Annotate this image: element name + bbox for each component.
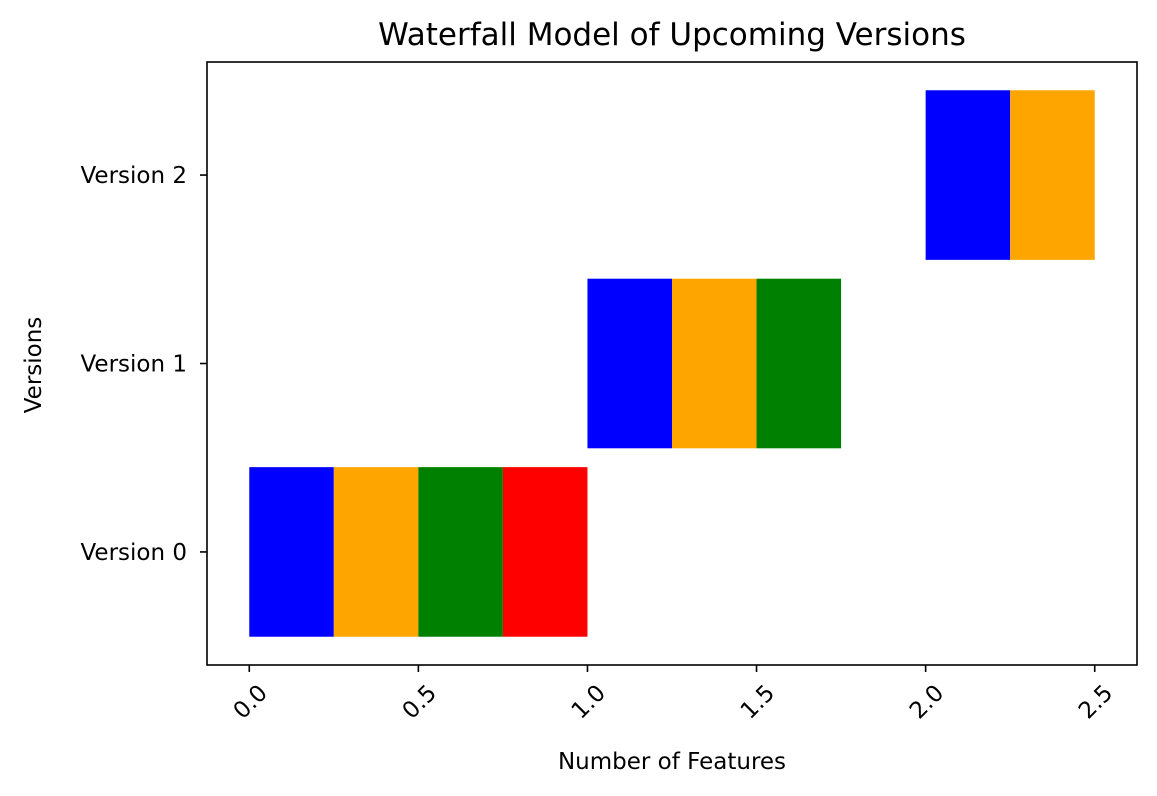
x-tick-label: 0.5: [398, 680, 442, 724]
x-tick-label: 1.5: [736, 680, 780, 724]
x-tick-label: 0.0: [229, 680, 273, 724]
bar-segment-version-1-4: [587, 278, 672, 449]
chart-title: Waterfall Model of Upcoming Versions: [378, 17, 966, 53]
bar-segment-version-1-6: [756, 278, 842, 449]
y-axis-label: Versions: [21, 317, 47, 414]
bar-segment-version-0-1: [333, 467, 419, 637]
bar-segment-version-2-7: [925, 90, 1011, 260]
bar-segment-version-0-3: [502, 467, 588, 637]
bar-segment-version-0-2: [418, 467, 503, 637]
y-tick-label: Version 1: [80, 352, 187, 378]
bar-segment-version-2-8: [1010, 90, 1095, 260]
y-tick-label: Version 2: [80, 163, 187, 189]
bar-segment-version-1-5: [672, 278, 757, 449]
x-axis-label: Number of Features: [558, 749, 786, 775]
y-tick-label: Version 0: [80, 540, 187, 566]
x-tick-label: 2.5: [1074, 680, 1118, 724]
y-axis: Version 0 Version 1 Version 2: [80, 163, 207, 566]
x-tick-label: 2.0: [905, 680, 949, 724]
x-axis: 0.0 0.5 1.0 1.5 2.0 2.5: [229, 665, 1118, 724]
bars-layer: [249, 90, 1095, 637]
bar-segment-version-0-0: [249, 467, 334, 637]
x-tick-label: 1.0: [567, 680, 611, 724]
